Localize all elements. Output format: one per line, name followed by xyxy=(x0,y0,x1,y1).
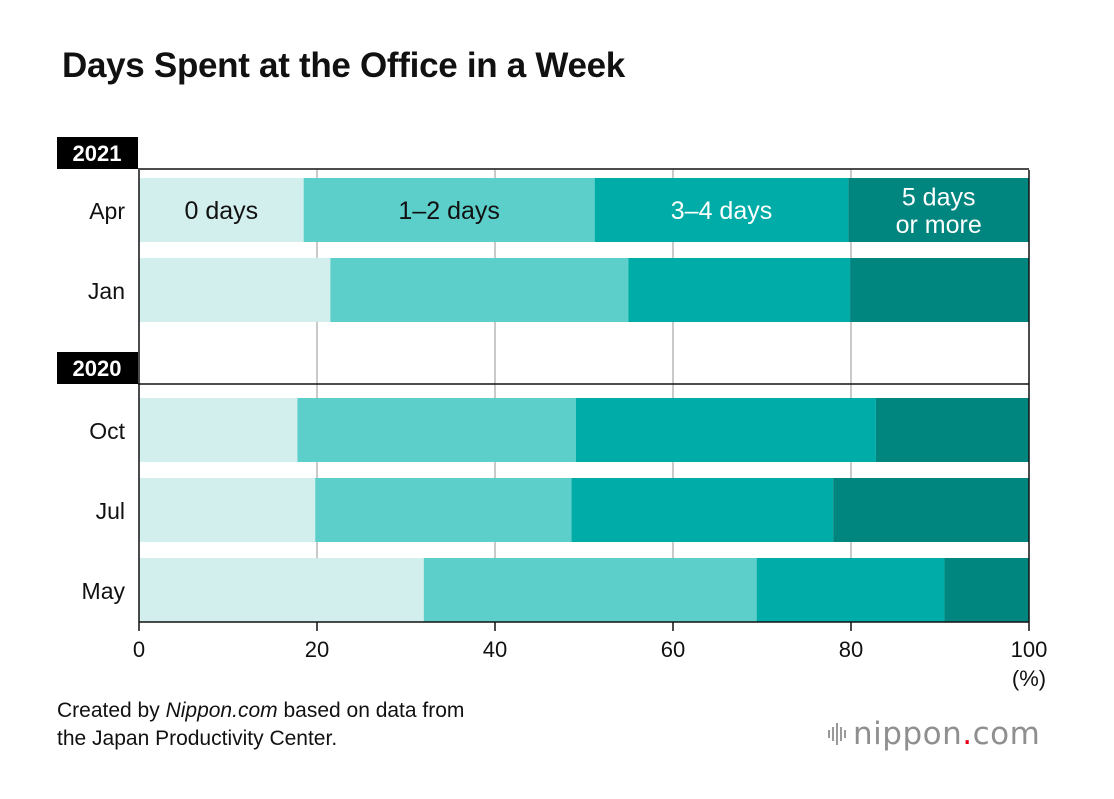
source-site: Nippon.com xyxy=(165,699,278,722)
bar-segment-jul-1 xyxy=(315,478,572,542)
x-tick-label: 100 xyxy=(1011,637,1048,662)
logo-text: nippon.com xyxy=(853,716,1041,752)
group-badge-label: 2020 xyxy=(73,356,122,381)
source-line-1: Created by Nippon.com based on data from xyxy=(57,699,465,722)
series-label-2: 3–4 days xyxy=(671,197,772,225)
bar-segment-oct-3 xyxy=(875,398,1029,462)
x-tick-label: 20 xyxy=(305,637,329,662)
bar-segment-apr-3 xyxy=(848,178,1029,242)
bar-segment-apr-0 xyxy=(139,178,304,242)
nippon-logo: nippon.com xyxy=(828,712,1040,756)
bar-segment-may-1 xyxy=(423,558,757,622)
series-label-3: or more xyxy=(896,211,982,239)
logo-bars-icon xyxy=(828,723,846,745)
row-label: May xyxy=(82,578,126,604)
bar-segment-jan-1 xyxy=(330,258,629,322)
bar-segment-jul-0 xyxy=(139,478,316,542)
row-label: Oct xyxy=(89,418,125,444)
x-unit-label: (%) xyxy=(1012,666,1046,691)
series-label-0: 0 days xyxy=(184,197,258,225)
series-label-1: 1–2 days xyxy=(398,197,499,225)
row-label: Jan xyxy=(88,278,125,304)
bar-segment-apr-1 xyxy=(303,178,595,242)
bar-segment-oct-0 xyxy=(139,398,298,462)
chart-title: Days Spent at the Office in a Week xyxy=(62,46,625,85)
source-line-2: the Japan Productivity Center. xyxy=(57,727,338,750)
bar-segment-jul-2 xyxy=(571,478,834,542)
bar-segment-jul-3 xyxy=(833,478,1029,542)
group-badge-bg-2021 xyxy=(57,137,138,169)
series-label-3: 5 days xyxy=(902,183,976,211)
x-tick-label: 80 xyxy=(839,637,863,662)
bar-segment-oct-2 xyxy=(575,398,876,462)
bar-segment-oct-1 xyxy=(297,398,576,462)
x-tick-label: 0 xyxy=(133,637,145,662)
row-label: Jul xyxy=(96,498,125,524)
bar-segment-may-3 xyxy=(944,558,1029,622)
bar-segment-jan-3 xyxy=(850,258,1029,322)
bar-segment-apr-2 xyxy=(594,178,849,242)
group-badge-label: 2021 xyxy=(73,141,122,166)
bar-segment-jan-2 xyxy=(628,258,851,322)
bar-segment-may-2 xyxy=(756,558,945,622)
x-tick-label: 60 xyxy=(661,637,685,662)
row-label: Apr xyxy=(89,198,125,224)
bar-segment-may-0 xyxy=(139,558,424,622)
bar-segment-jan-0 xyxy=(139,258,331,322)
stacked-bar-chart: 2021 2020 Apr 0 days 1–2 days 3–4 days 5 dayso… xyxy=(57,137,1048,691)
source-note: Created by Nippon.com based on data from… xyxy=(57,697,464,753)
x-tick-label: 40 xyxy=(483,637,507,662)
group-badge-bg-2020 xyxy=(57,352,138,384)
